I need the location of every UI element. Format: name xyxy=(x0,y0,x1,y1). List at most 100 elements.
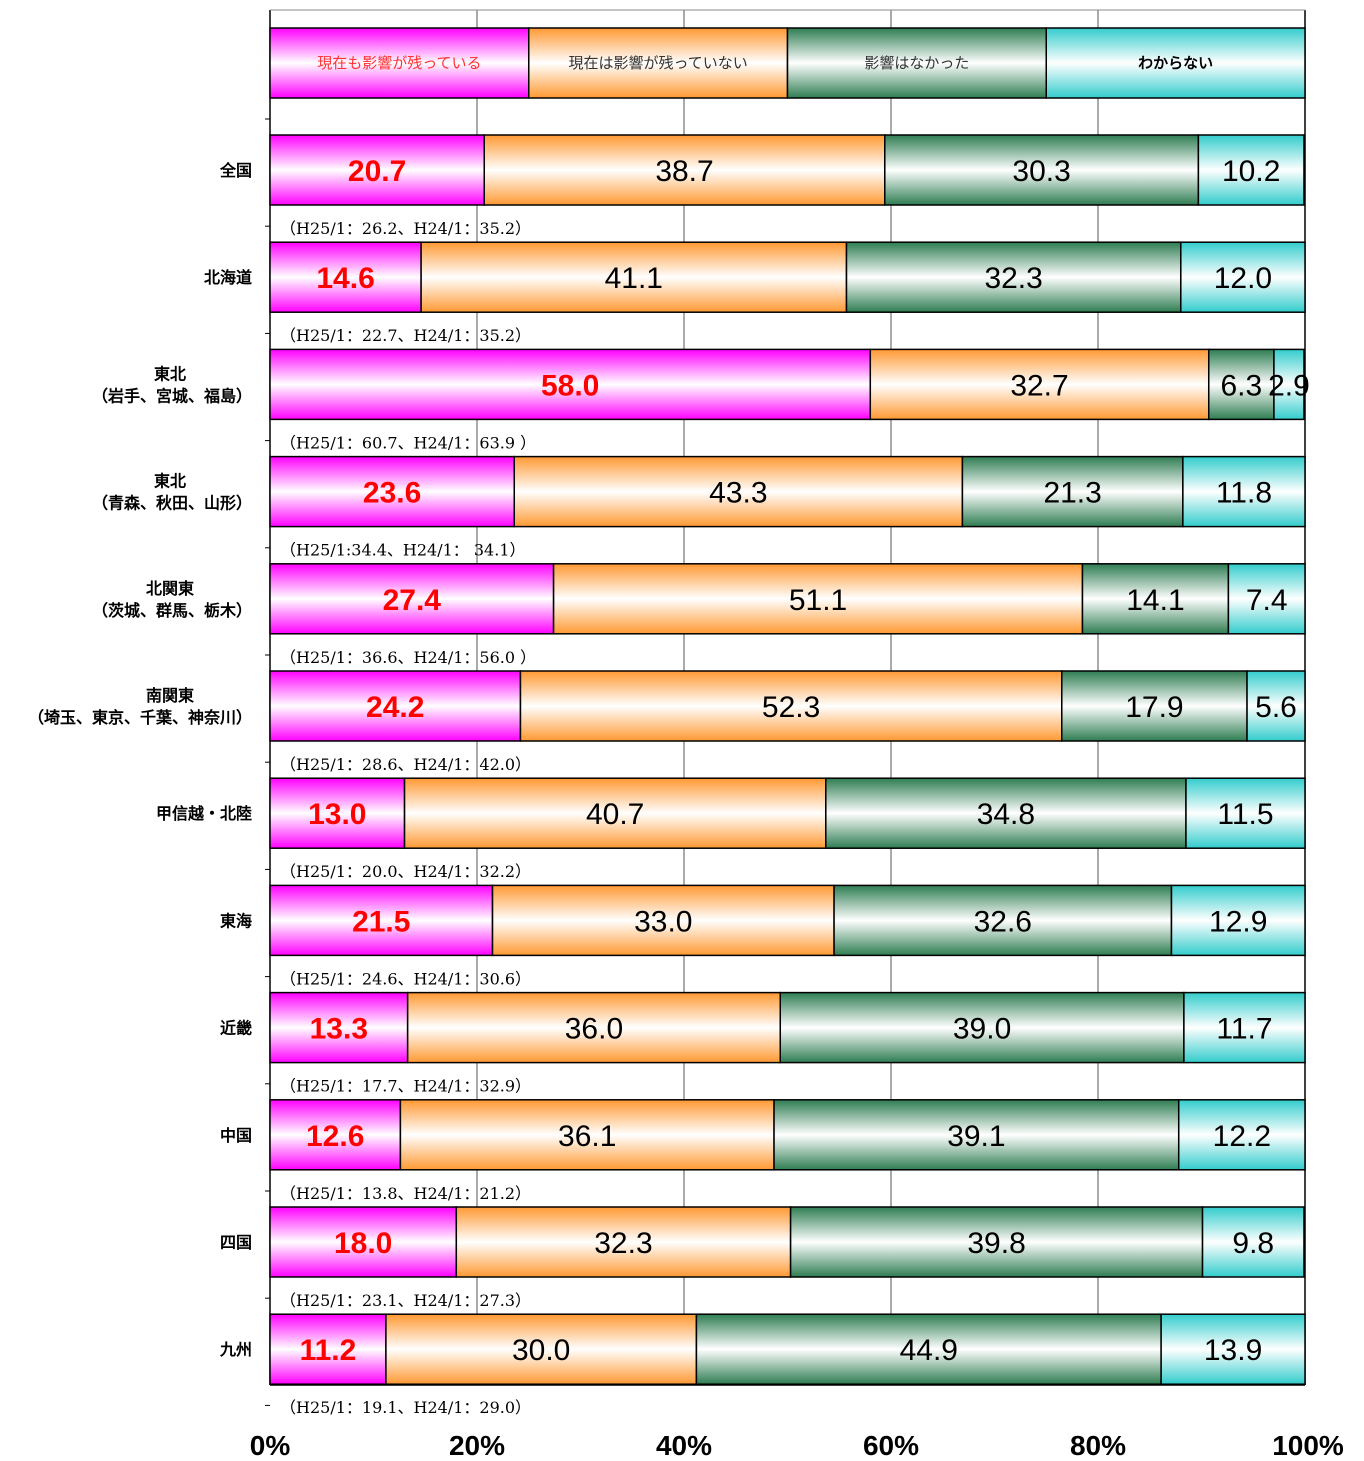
category-label: 九州 xyxy=(219,1340,252,1359)
category-label: （埼玉、東京、千葉、神奈川） xyxy=(28,708,252,727)
legend-swatch xyxy=(786,27,1047,99)
data-label: 13.9 xyxy=(1204,1334,1262,1367)
bar-segment xyxy=(513,455,964,528)
data-label: 2.9 xyxy=(1268,369,1310,402)
category-label: 東北 xyxy=(154,364,186,383)
data-label: 20.7 xyxy=(348,155,406,188)
data-label: 13.3 xyxy=(310,1013,368,1046)
data-label: 9.8 xyxy=(1232,1227,1274,1260)
data-label: 32.6 xyxy=(974,905,1032,938)
data-label: 30.0 xyxy=(512,1334,570,1367)
data-label: 36.1 xyxy=(558,1120,616,1153)
data-label: 21.5 xyxy=(352,905,410,938)
data-label: 23.6 xyxy=(363,477,421,510)
comparison-note: （H25/1：28.6、H24/1：42.0） xyxy=(280,755,531,774)
data-label: 44.9 xyxy=(900,1334,958,1367)
bar-segment xyxy=(779,991,1185,1064)
data-label: 24.2 xyxy=(366,691,424,724)
data-label: 5.6 xyxy=(1255,691,1297,724)
bar-segment xyxy=(1160,1313,1306,1385)
legend-label: わからない xyxy=(1138,54,1213,72)
comparison-note: （H25/1：20.0、H24/1：32.2） xyxy=(280,862,531,881)
data-label: 36.0 xyxy=(565,1013,623,1046)
category-label: 四国 xyxy=(220,1233,252,1252)
data-label: 21.3 xyxy=(1043,477,1101,510)
bar-segment xyxy=(1182,455,1306,528)
bars: 20.7 38.7 30.3 10.2 14.6 41.1 32.3 12.0 58.0 32.7… xyxy=(269,134,1310,1385)
x-tick-label: 0% xyxy=(250,1430,291,1461)
category-label: 東北 xyxy=(154,472,186,491)
bar-segment xyxy=(1197,134,1305,206)
data-label: 33.0 xyxy=(634,905,692,938)
data-label: 11.5 xyxy=(1217,798,1273,831)
category-label: （青森、秋田、山形） xyxy=(92,494,252,513)
legend-label: 現在は影響が残っていない xyxy=(568,54,747,72)
bar-segment xyxy=(1227,563,1306,635)
bar-segment xyxy=(269,991,409,1064)
legend-label: 影響はなかった xyxy=(864,54,969,72)
bar-segment xyxy=(1183,991,1306,1064)
data-label: 58.0 xyxy=(541,369,599,402)
bar-segment xyxy=(1207,348,1275,421)
data-label: 38.7 xyxy=(655,155,713,188)
bar-segment xyxy=(884,134,1200,206)
comparison-note: （H25/1：22.7、H24/1：35.2） xyxy=(280,326,531,345)
comparison-note: （H25/1：23.1、H24/1：27.3） xyxy=(280,1291,531,1310)
bar-segment xyxy=(269,1313,387,1385)
data-label: 18.0 xyxy=(334,1227,392,1260)
data-label: 32.7 xyxy=(1010,369,1068,402)
x-tick-label: 20% xyxy=(449,1430,505,1461)
bar-segment xyxy=(695,1313,1162,1385)
category-label: （茨城、群馬、栃木） xyxy=(92,601,252,620)
data-label: 12.6 xyxy=(306,1120,364,1153)
data-label: 11.8 xyxy=(1216,477,1272,510)
comparison-note: （H25/1：24.6、H24/1：30.6） xyxy=(280,969,531,988)
data-label: 52.3 xyxy=(762,691,820,724)
data-label: 41.1 xyxy=(605,262,663,295)
data-label: 32.3 xyxy=(594,1227,652,1260)
comparison-note: （H25/1:34.4、H24/1： 34.1） xyxy=(280,541,526,560)
bar-segment xyxy=(269,1099,402,1171)
x-tick-label: 100% xyxy=(1272,1430,1344,1461)
bar-segment xyxy=(385,1313,698,1385)
bar-segment xyxy=(1273,348,1305,421)
bar-segment xyxy=(403,777,827,849)
data-label: 11.2 xyxy=(300,1334,357,1367)
bar-segment xyxy=(833,884,1173,957)
category-label: 北海道 xyxy=(204,268,252,287)
bar-segment xyxy=(845,241,1182,313)
category-label: 甲信越・北陸 xyxy=(156,804,252,823)
bar-segment xyxy=(483,134,886,206)
bar-segment xyxy=(455,1206,792,1278)
data-label: 17.9 xyxy=(1125,691,1183,724)
comparison-note: （H25/1：36.6、H24/1：56.0 ） xyxy=(280,648,536,667)
data-label: 30.3 xyxy=(1012,155,1070,188)
data-label: 14.6 xyxy=(316,262,374,295)
bar-segment xyxy=(1201,1206,1305,1278)
bar-segment xyxy=(1246,670,1306,742)
bar-segment xyxy=(1185,777,1306,849)
comparison-note: （H25/1：19.1、H24/1：29.0） xyxy=(280,1398,531,1417)
bar-segment xyxy=(1061,670,1248,742)
legend-swatch xyxy=(1045,27,1306,99)
bar-segment xyxy=(269,455,516,528)
data-label: 34.8 xyxy=(977,798,1035,831)
legend-label: 現在も影響が残っている xyxy=(317,54,481,72)
bar-segment xyxy=(1170,884,1306,957)
data-label: 12.0 xyxy=(1214,262,1272,295)
bar-segment xyxy=(269,670,522,742)
bar-segment xyxy=(420,241,848,313)
bar-segment xyxy=(269,884,494,957)
x-tick-label: 40% xyxy=(656,1430,712,1461)
comparison-notes: （H25/1：26.2、H24/1：35.2） （H25/1：22.7、H24/1… xyxy=(280,219,536,1417)
category-label: 近畿 xyxy=(220,1019,252,1038)
data-label: 43.3 xyxy=(709,477,767,510)
data-label: 7.4 xyxy=(1246,584,1288,617)
bar-segment xyxy=(269,777,406,849)
category-label: 東海 xyxy=(220,911,252,930)
data-label: 39.1 xyxy=(947,1120,1005,1153)
bar-segment xyxy=(406,991,782,1064)
bar-segment xyxy=(773,1099,1180,1171)
